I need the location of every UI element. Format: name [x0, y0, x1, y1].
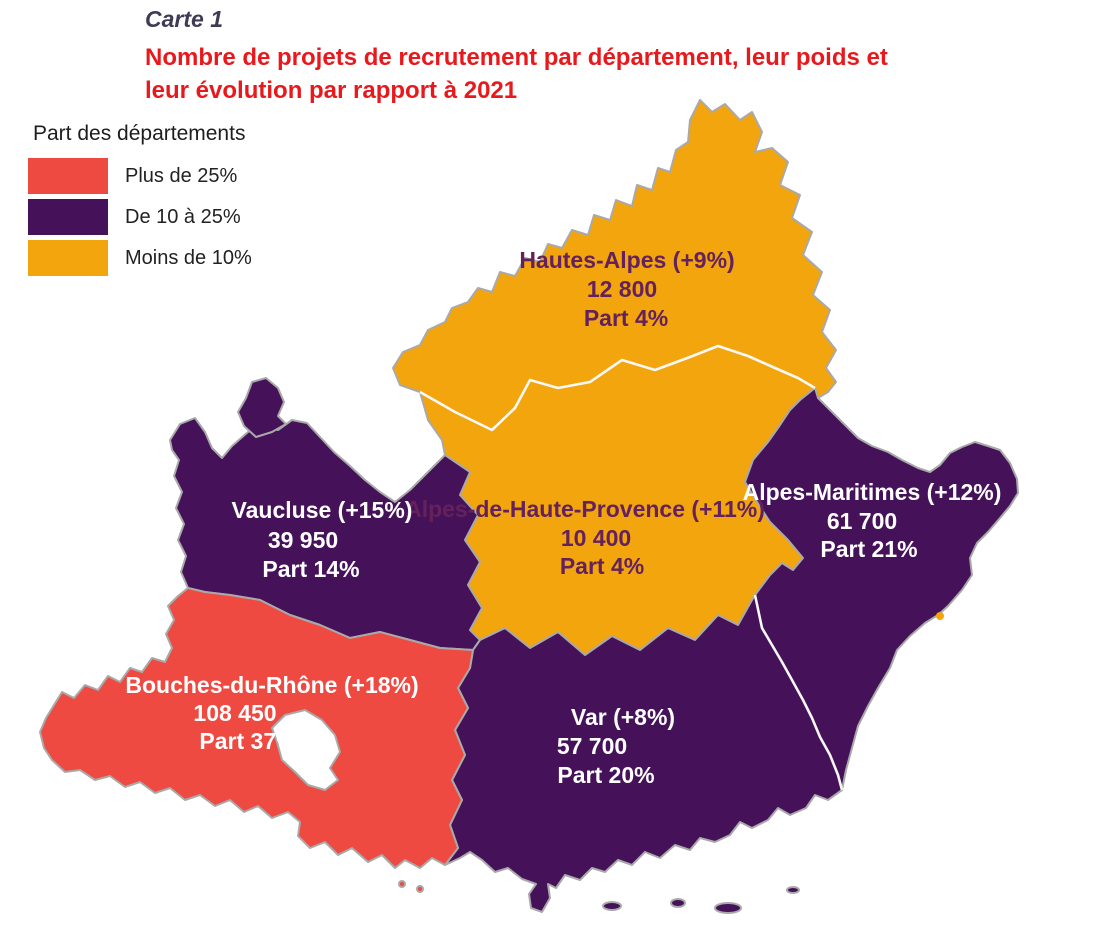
label-vaucluse-name: Vaucluse (+15%) [232, 497, 413, 523]
legend-label-plus-25: Plus de 25% [125, 164, 238, 187]
label-var-value: 57 700 [557, 733, 627, 759]
legend-swatch-orange [28, 240, 108, 276]
map-title-line1: Nombre de projets de recrutement par dép… [145, 44, 888, 71]
map-kicker: Carte 1 [145, 6, 223, 32]
map-title: Nombre de projets de recrutement par dép… [145, 41, 1065, 107]
label-hautes-alpes: Hautes-Alpes (+9%) 12 800 Part 4% [519, 247, 734, 331]
label-alpes-maritimes-name: Alpes-Maritimes (+12%) [743, 479, 1002, 505]
legend-swatch-red [28, 158, 108, 194]
legend-label-moins-10: Moins de 10% [125, 246, 252, 269]
legend-title: Part des départements [33, 122, 246, 145]
label-alpes-de-haute-provence: Alpes-de-Haute-Provence (+11%) 10 400 Pa… [405, 496, 765, 579]
label-alpes-maritimes-part: Part 21% [820, 536, 917, 562]
label-vaucluse: Vaucluse (+15%) 39 950 Part 14% [232, 497, 413, 582]
label-bdr-name: Bouches-du-Rhône (+18%) [125, 672, 418, 698]
label-hautes-alpes-name: Hautes-Alpes (+9%) [519, 247, 734, 273]
label-bdr-value: 108 450 [193, 700, 276, 726]
label-vaucluse-part: Part 14% [262, 556, 359, 582]
label-adhp-name: Alpes-de-Haute-Provence (+11%) [405, 496, 765, 522]
label-vaucluse-value: 39 950 [268, 527, 338, 553]
legend-swatch-purple [28, 199, 108, 235]
map-title-line2: leur évolution par rapport à 2021 [145, 77, 518, 104]
label-alpes-maritimes: Alpes-Maritimes (+12%) 61 700 Part 21% [743, 479, 1002, 562]
legend: Part des départements Plus de 25% De 10 … [28, 122, 358, 281]
boundary-hautes-alpes-adhp [419, 344, 816, 432]
label-var-name: Var (+8%) [571, 704, 675, 730]
region-bouches-du-rhone [39, 587, 474, 869]
region-var [444, 594, 843, 913]
var-islands [602, 886, 800, 914]
legend-item-10-25: De 10 à 25% [28, 199, 358, 235]
label-bouches-du-rhone: Bouches-du-Rhône (+18%) 108 450 Part 37% [125, 672, 418, 754]
label-var: Var (+8%) 57 700 Part 20% [557, 704, 675, 788]
header: Carte 1 Nombre de projets de recrutement… [145, 6, 1065, 107]
boundary-var-alpes-maritimes [753, 594, 844, 791]
legend-item-moins-10: Moins de 10% [28, 240, 358, 276]
label-adhp-part: Part 4% [560, 553, 644, 579]
label-bdr-part: Part 37% [199, 728, 296, 754]
region-vaucluse-enclave [237, 377, 287, 438]
label-hautes-alpes-value: 12 800 [587, 276, 657, 302]
label-adhp-value: 10 400 [561, 525, 631, 551]
coast-orange-dot [936, 612, 944, 620]
bouches-du-rhone-islands [398, 880, 424, 893]
label-hautes-alpes-part: Part 4% [584, 305, 668, 331]
label-alpes-maritimes-value: 61 700 [827, 508, 897, 534]
legend-item-plus-25: Plus de 25% [28, 158, 358, 194]
legend-label-10-25: De 10 à 25% [125, 205, 241, 228]
region-alpes-maritimes [744, 387, 1019, 791]
label-var-part: Part 20% [557, 762, 654, 788]
